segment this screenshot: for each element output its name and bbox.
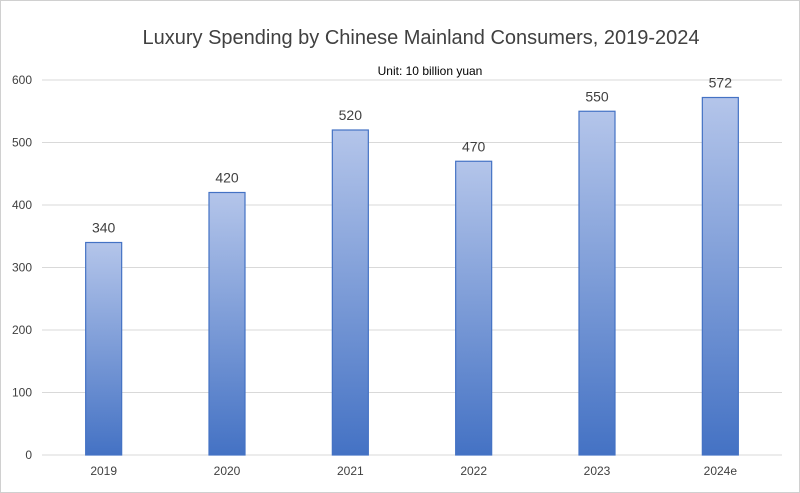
bar-2020 — [208, 191, 246, 456]
y-tick-label: 600 — [12, 73, 32, 87]
bar-2019 — [85, 241, 123, 456]
x-tick-label: 2020 — [214, 464, 241, 478]
data-label: 550 — [585, 88, 609, 104]
x-tick-label: 2022 — [460, 464, 487, 478]
data-label: 420 — [215, 170, 239, 186]
x-tick-label: 2024e — [704, 464, 738, 478]
y-tick-label: 0 — [25, 448, 32, 462]
bar-2022 — [455, 160, 493, 456]
x-tick-label: 2021 — [337, 464, 364, 478]
bar-2021 — [331, 129, 369, 456]
y-tick-label: 100 — [12, 386, 32, 400]
data-label: 340 — [92, 220, 116, 236]
data-label: 520 — [339, 107, 363, 123]
bar-2024e — [701, 96, 739, 456]
y-tick-label: 500 — [12, 136, 32, 150]
data-label: 470 — [462, 138, 486, 154]
x-tick-label: 2019 — [90, 464, 117, 478]
bar-2023 — [578, 110, 616, 456]
data-label: 572 — [709, 75, 733, 91]
chart-subtitle: Unit: 10 billion yuan — [378, 64, 483, 78]
x-tick-label: 2023 — [584, 464, 611, 478]
chart-title: Luxury Spending by Chinese Mainland Cons… — [142, 27, 699, 49]
y-tick-label: 200 — [12, 323, 32, 337]
y-tick-label: 400 — [12, 198, 32, 212]
y-tick-label: 300 — [12, 261, 32, 275]
